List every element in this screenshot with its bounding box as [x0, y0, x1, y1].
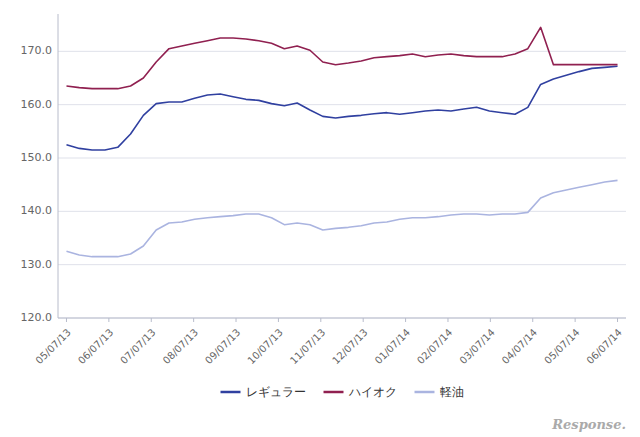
legend-item: 軽油 [415, 385, 464, 399]
grid-line [58, 158, 626, 159]
y-tick-label: 120.0 [21, 311, 53, 324]
axes: 120.0130.0140.0150.0160.0170.005/07/1306… [21, 14, 627, 366]
x-tick-label: 09/07/13 [203, 327, 243, 367]
legend-swatch [221, 391, 241, 394]
x-tick [278, 318, 279, 322]
x-tick [108, 318, 109, 322]
legend-swatch [324, 391, 344, 394]
annotation: Response. [551, 417, 626, 432]
x-tick [447, 318, 448, 322]
x-tick-label: 07/07/13 [118, 327, 158, 367]
grid-line [58, 318, 626, 319]
x-tick-label: 08/07/13 [161, 327, 201, 367]
y-axis-line [58, 14, 59, 318]
plot-area [66, 27, 617, 256]
x-tick [320, 318, 321, 322]
series-line [66, 66, 617, 150]
x-tick-label: 11/07/13 [288, 327, 328, 367]
grid [58, 51, 626, 318]
legend-swatch [415, 391, 435, 394]
x-tick-label: 05/07/13 [33, 327, 73, 367]
grid-line [58, 104, 626, 105]
legend: レギュラー ハイオク 軽油 [221, 385, 464, 399]
legend-label: レギュラー [246, 385, 306, 399]
x-tick-label: 06/07/13 [76, 327, 116, 367]
x-tick [532, 318, 533, 322]
x-tick-label: 06/07/14 [584, 327, 624, 367]
legend-item: ハイオク [324, 385, 397, 399]
chart: 120.0130.0140.0150.0160.0170.005/07/1306… [0, 0, 640, 437]
x-tick [193, 318, 194, 322]
legend-label: 軽油 [440, 385, 464, 399]
y-tick-label: 170.0 [21, 44, 53, 57]
grid-line [58, 264, 626, 265]
y-tick-label: 160.0 [21, 98, 53, 111]
y-tick-label: 140.0 [21, 204, 53, 217]
x-tick-label: 05/07/14 [542, 327, 582, 367]
series-line [66, 27, 617, 88]
x-tick [490, 318, 491, 322]
x-tick [66, 318, 67, 322]
y-tick-label: 150.0 [21, 151, 53, 164]
grid-line [58, 51, 626, 52]
x-tick-label: 12/07/13 [330, 327, 370, 367]
legend-label: ハイオク [348, 385, 397, 399]
x-tick [151, 318, 152, 322]
x-tick [236, 318, 237, 322]
x-tick [575, 318, 576, 322]
x-tick-label: 10/07/13 [245, 327, 285, 367]
x-tick-label: 01/07/14 [373, 327, 413, 367]
x-tick-label: 04/07/14 [500, 327, 540, 367]
x-tick [405, 318, 406, 322]
y-tick-label: 130.0 [21, 258, 53, 271]
x-tick [617, 318, 618, 322]
x-tick-label: 02/07/14 [415, 327, 455, 367]
legend-item: レギュラー [221, 385, 306, 399]
x-tick-label: 03/07/14 [457, 327, 497, 367]
series-line [66, 180, 617, 256]
grid-line [58, 211, 626, 212]
x-axis-line [58, 318, 626, 319]
x-tick [363, 318, 364, 322]
